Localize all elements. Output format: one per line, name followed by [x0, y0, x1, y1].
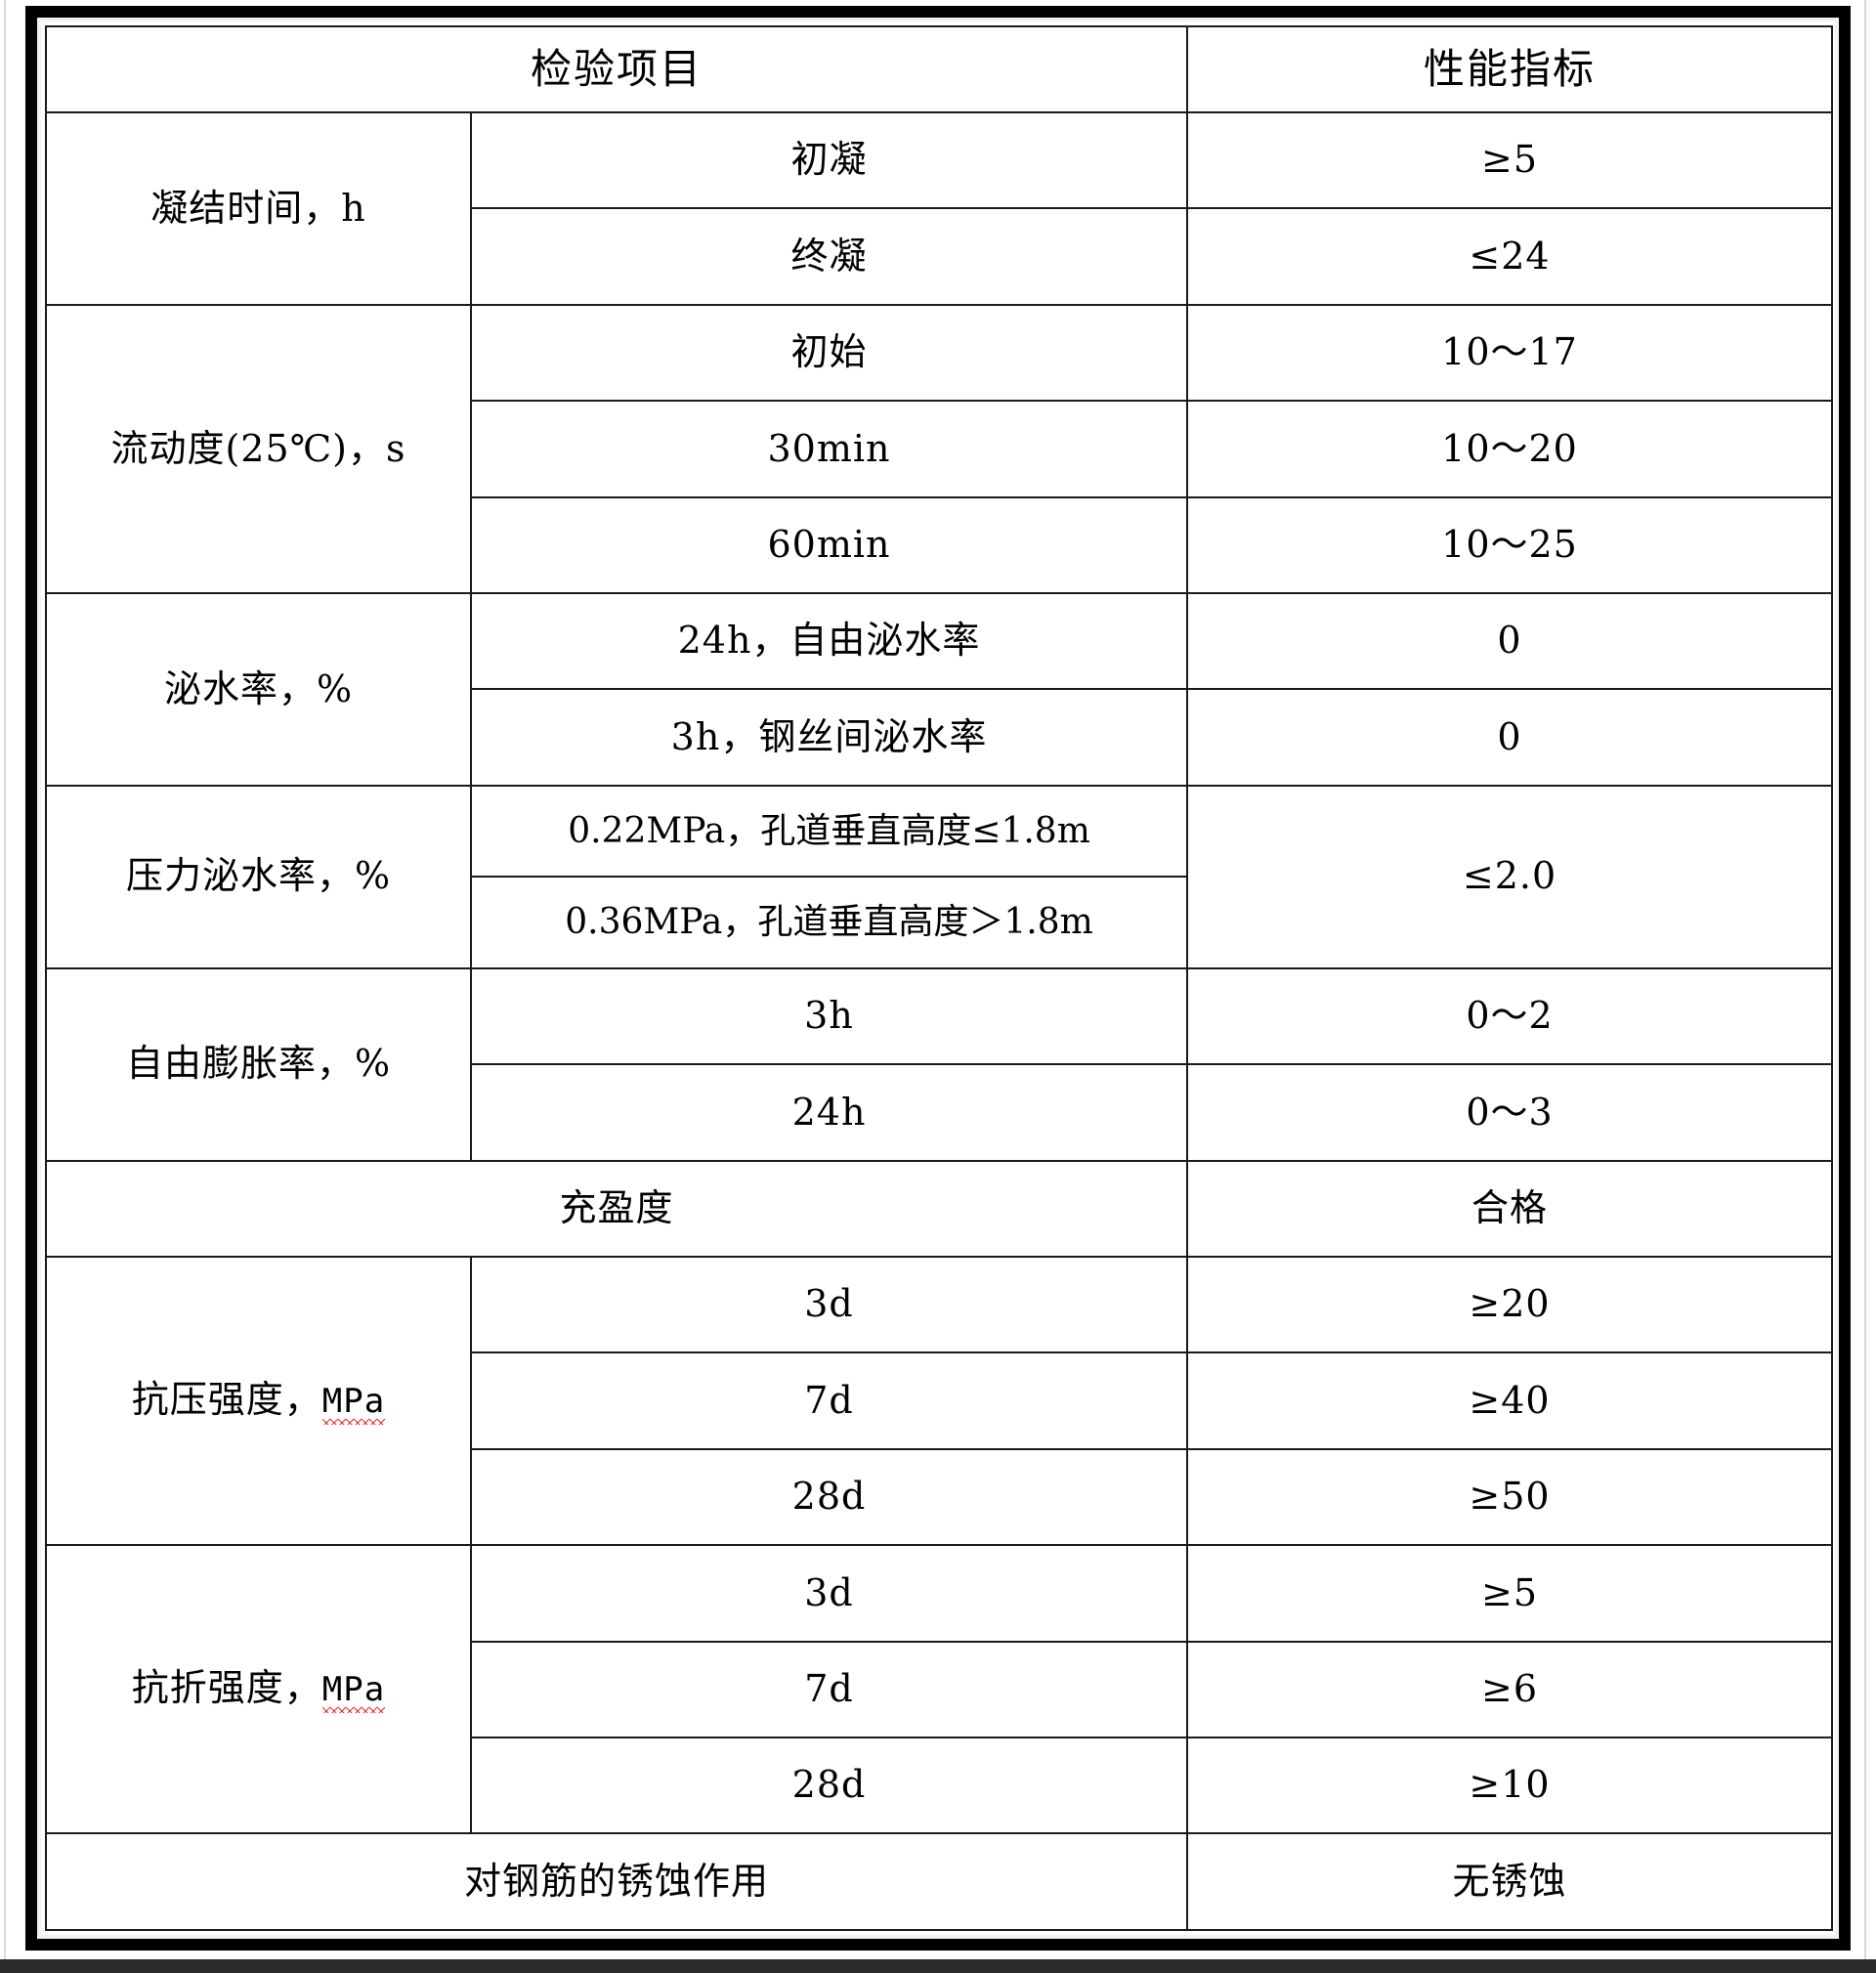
- table-row: 抗压强度，MPa 3d ≥20: [45, 1255, 1834, 1547]
- value-flexural-3d: ≥5: [1186, 1544, 1834, 1643]
- flexural-strength-unit-misspelled: MPa: [321, 1671, 386, 1714]
- table-row: 抗折强度，MPa 3d ≥5: [45, 1544, 1834, 1835]
- compressive-strength-unit-misspelled: MPa: [321, 1382, 386, 1426]
- group-label-flexural-strength: 抗折强度，MPa: [45, 1544, 472, 1835]
- sub-label-compressive-3d: 3d: [469, 1255, 1189, 1354]
- sub-label-pressure-036mpa: 0.36MPa，孔道垂直高度＞1.8m: [469, 876, 1189, 969]
- value-expansion-3h: 0～2: [1186, 966, 1834, 1066]
- table-row: 凝结时间，h 初凝 ≥5: [45, 110, 1834, 306]
- column-header-inspection-item: 检验项目: [44, 25, 1189, 113]
- value-filling-degree: 合格: [1186, 1159, 1834, 1258]
- group-label-filling-degree: 充盈度: [44, 1159, 1189, 1258]
- group-label-bleeding-rate: 泌水率，%: [45, 592, 472, 787]
- value-flexural-7d: ≥6: [1186, 1640, 1834, 1739]
- table-row: 7d ≥6: [46, 1640, 1834, 1739]
- group-label-pressure-bleeding-rate: 压力泌水率，%: [45, 784, 472, 969]
- table-row: 28d ≥50: [46, 1447, 1834, 1547]
- sub-label-final-set: 终凝: [469, 207, 1189, 306]
- flexural-strength-label-text: 抗折强度，: [131, 1666, 322, 1710]
- sub-label-compressive-28d: 28d: [469, 1447, 1189, 1547]
- performance-spec-table: 检验项目 性能指标 凝结时间，h 初凝 ≥5 终凝 ≤24: [44, 25, 1834, 1931]
- compressive-strength-label-text: 抗压强度，: [131, 1378, 322, 1422]
- table-row: 30min 10～20: [46, 400, 1834, 498]
- table-row: 3h，钢丝间泌水率 0: [46, 688, 1834, 787]
- table-head: 检验项目 性能指标: [44, 25, 1834, 113]
- value-rebar-corrosion-effect: 无锈蚀: [1186, 1832, 1834, 1931]
- value-initial-set: ≥5: [1186, 110, 1834, 210]
- page-frame: [4, 0, 1866, 1967]
- header-row: 检验项目 性能指标: [44, 25, 1834, 113]
- value-compressive-28d: ≥50: [1186, 1447, 1834, 1547]
- table-row: 流动度(25℃)，s 初始 10～17: [45, 303, 1834, 595]
- table-row: 28d ≥10: [46, 1736, 1834, 1835]
- table-outer-border: 检验项目 性能指标 凝结时间，h 初凝 ≥5 终凝 ≤24: [25, 6, 1851, 1951]
- table-row: 自由膨胀率，% 3h 0～2: [45, 966, 1834, 1162]
- group-label-fluidity: 流动度(25℃)，s: [45, 303, 472, 595]
- sub-label-fluidity-initial: 初始: [469, 303, 1189, 403]
- sub-label-free-bleeding-24h: 24h，自由泌水率: [469, 592, 1189, 691]
- table-row: 60min 10～25: [46, 495, 1834, 595]
- sub-label-compressive-7d: 7d: [469, 1351, 1189, 1450]
- value-fluidity-60min: 10～25: [1186, 495, 1834, 595]
- table-row: 对钢筋的锈蚀作用 无锈蚀: [44, 1832, 1834, 1931]
- table-row: 24h 0～3: [46, 1063, 1834, 1162]
- value-wire-bleeding-3h: 0: [1186, 688, 1834, 787]
- table-inner-gap: 检验项目 性能指标 凝结时间，h 初凝 ≥5 终凝 ≤24: [37, 18, 1839, 1939]
- table-row: 0.36MPa，孔道垂直高度＞1.8m: [46, 876, 1832, 969]
- sub-label-pressure-022mpa: 0.22MPa，孔道垂直高度≤1.8m: [469, 784, 1189, 879]
- value-fluidity-30min: 10～20: [1186, 400, 1834, 498]
- sub-label-initial-set: 初凝: [469, 110, 1189, 210]
- sub-label-expansion-3h: 3h: [469, 966, 1189, 1066]
- value-compressive-7d: ≥40: [1186, 1351, 1834, 1450]
- sub-label-expansion-24h: 24h: [469, 1063, 1189, 1162]
- value-compressive-3d: ≥20: [1186, 1255, 1834, 1354]
- table-row: 7d ≥40: [46, 1351, 1834, 1450]
- group-label-free-expansion-rate: 自由膨胀率，%: [45, 966, 472, 1162]
- value-pressure-bleeding: ≤2.0: [1186, 784, 1834, 969]
- value-free-bleeding-24h: 0: [1186, 592, 1834, 691]
- sub-label-fluidity-60min: 60min: [469, 495, 1189, 595]
- bottom-window-strip: [0, 1959, 1876, 1973]
- sub-label-wire-bleeding-3h: 3h，钢丝间泌水率: [469, 688, 1189, 787]
- table-row: 压力泌水率，% 0.22MPa，孔道垂直高度≤1.8m ≤2.0: [45, 784, 1834, 969]
- table-body: 凝结时间，h 初凝 ≥5 终凝 ≤24 流动度(25℃)，s 初始 10～17: [44, 110, 1834, 1931]
- table-row: 泌水率，% 24h，自由泌水率 0: [45, 592, 1834, 787]
- group-label-setting-time: 凝结时间，h: [45, 111, 472, 306]
- table-row: 充盈度 合格: [44, 1159, 1834, 1258]
- group-label-rebar-corrosion-effect: 对钢筋的锈蚀作用: [44, 1832, 1189, 1931]
- value-expansion-24h: 0～3: [1186, 1063, 1834, 1162]
- value-fluidity-initial: 10～17: [1186, 303, 1834, 403]
- sub-label-flexural-7d: 7d: [469, 1640, 1189, 1739]
- sub-label-flexural-28d: 28d: [469, 1736, 1189, 1835]
- value-final-set: ≤24: [1186, 207, 1834, 306]
- sub-label-flexural-3d: 3d: [469, 1544, 1189, 1643]
- column-header-performance-indicator: 性能指标: [1186, 25, 1834, 113]
- group-label-compressive-strength: 抗压强度，MPa: [45, 1255, 472, 1547]
- sub-label-fluidity-30min: 30min: [469, 400, 1189, 498]
- table-row: 终凝 ≤24: [46, 207, 1834, 306]
- value-flexural-28d: ≥10: [1186, 1736, 1834, 1835]
